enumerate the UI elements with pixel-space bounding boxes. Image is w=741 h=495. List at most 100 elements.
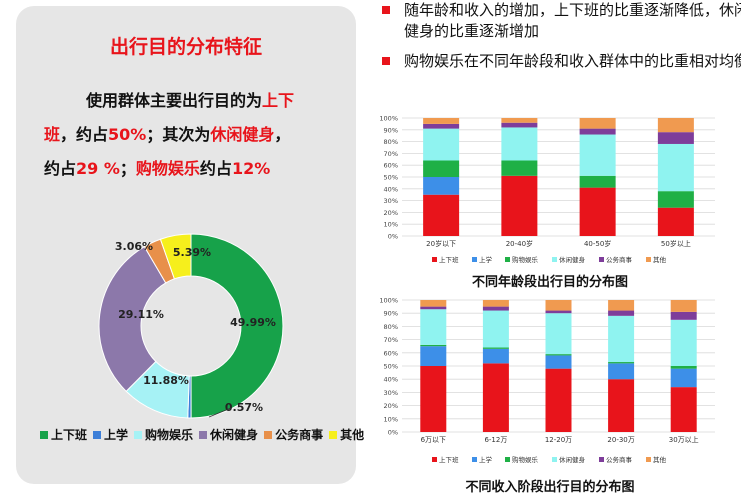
y-tick-label: 30% [384, 197, 398, 205]
y-tick-label: 60% [384, 162, 398, 170]
bar-segment [501, 118, 538, 123]
intro-text: 使用群体主要出行目的为上下 班，约占50%；其次为休闲健身， 约占29 %；购物… [44, 84, 340, 186]
x-tick-label: 12-20万 [545, 436, 572, 444]
legend-swatch [552, 257, 557, 262]
intro-highlight: 上下 [262, 91, 295, 110]
bullet-text: 随年龄和收入的增加，上下班的比重逐渐降低，休闲健身的比重逐渐增加 [404, 1, 741, 40]
donut-slice-label: 11.88% [143, 374, 189, 387]
x-tick-label: 20-40岁 [506, 239, 533, 248]
bar-segment [608, 315, 635, 363]
intro-part: 约占 [199, 159, 232, 178]
legend-label: 购物娱乐 [512, 455, 539, 464]
donut-slice-label: 0.57% [225, 401, 263, 414]
legend-swatch [432, 457, 437, 462]
intro-part: ；其次为 [146, 125, 211, 144]
donut-slice [159, 233, 192, 280]
bar-segment [545, 354, 572, 356]
legend-label: 休闲健身 [559, 255, 586, 264]
intro-part: ； [119, 159, 136, 178]
x-tick-label: 6万以下 [421, 436, 446, 444]
bar-segment [545, 355, 572, 369]
donut-slice-label: 5.39% [173, 246, 211, 259]
donut-legend-item: 休闲健身 [199, 426, 258, 443]
x-tick-label: 6-12万 [484, 436, 507, 444]
donut-legend-item: 购物娱乐 [134, 426, 193, 443]
donut-chart: 49.99% 0.57% 11.88% 29.11% 3.06% 5.39% [98, 233, 284, 419]
legend-swatch [599, 257, 604, 262]
legend-swatch [552, 457, 557, 462]
y-tick-label: 80% [384, 323, 398, 331]
bar-segment [420, 346, 447, 366]
legend-swatch [40, 431, 48, 439]
bar-segment [423, 160, 460, 177]
intro-highlight: 50% [108, 125, 147, 144]
legend-label: 上学 [104, 428, 129, 442]
donut-legend-item: 上下班 [40, 426, 87, 443]
legend-swatch [134, 431, 143, 439]
legend-swatch [505, 257, 510, 262]
y-tick-label: 90% [384, 310, 398, 318]
donut-legend-item: 其他 [329, 426, 364, 443]
bar-segment [657, 207, 694, 236]
bar-segment [545, 313, 572, 355]
bar-segment [657, 132, 694, 144]
legend-swatch [599, 457, 604, 462]
y-tick-label: 80% [384, 138, 398, 146]
bar-segment [420, 366, 447, 432]
bar-segment [657, 191, 694, 208]
legend-label: 上下班 [439, 455, 459, 464]
bar-segment [420, 344, 447, 347]
bullet-item: 购物娱乐在不同年龄段和收入群体中的比重相对均衡 [378, 51, 741, 72]
intro-highlight: 班 [44, 125, 61, 144]
bar-segment [579, 175, 616, 188]
intro-part: ， [274, 125, 291, 144]
legend-label: 休闲健身 [210, 428, 259, 442]
bar-segment [501, 160, 538, 176]
bar-segment [545, 300, 572, 311]
legend-label: 休闲健身 [559, 455, 586, 464]
bar-segment [420, 309, 447, 345]
age-chart-title: 不同年龄段出行目的分布图 [471, 275, 628, 290]
legend-swatch [505, 457, 510, 462]
y-tick-label: 70% [384, 150, 398, 158]
bar-segment [579, 134, 616, 176]
y-tick-label: 20% [384, 402, 398, 410]
legend-swatch [329, 431, 338, 439]
x-tick-label: 40-50岁 [584, 239, 611, 248]
donut-legend-item: 上学 [93, 426, 128, 443]
intro-highlight: 休闲健身 [210, 125, 275, 144]
bar-segment [608, 300, 635, 311]
bar-segment [482, 310, 509, 348]
bar-segment [670, 387, 697, 432]
bar-segment [608, 379, 635, 432]
panel-title: 出行目的分布特征 [109, 36, 262, 58]
legend-label: 公务商事 [275, 428, 324, 442]
legend-label: 上学 [479, 255, 493, 264]
donut-leader-line [208, 407, 232, 418]
bar-segment [423, 194, 460, 236]
bullet-item: 随年龄和收入的增加，上下班的比重逐渐降低，休闲健身的比重逐渐增加 [378, 0, 741, 42]
bar-segment [423, 123, 460, 129]
y-tick-label: 90% [384, 126, 398, 134]
y-tick-label: 10% [384, 415, 398, 423]
y-tick-label: 0% [388, 233, 398, 241]
intro-part: ，约占 [60, 125, 109, 144]
bar-segment [670, 366, 697, 369]
legend-swatch [264, 431, 273, 439]
legend-swatch [646, 257, 651, 262]
donut-slice-label: 49.99% [230, 316, 276, 329]
donut-legend: 上下班 上学 购物娱乐 休闲健身 公务商事 其他 [40, 426, 364, 443]
y-tick-label: 70% [384, 336, 398, 344]
bar-segment [657, 143, 694, 192]
x-tick-label: 50岁以上 [661, 239, 691, 248]
bar-segment [545, 368, 572, 432]
bar-segment [579, 187, 616, 236]
bar-segment [482, 300, 509, 307]
y-tick-label: 10% [384, 221, 398, 229]
donut-slice-label: 29.11% [118, 308, 164, 321]
y-tick-label: 60% [384, 349, 398, 357]
legend-label: 其他 [653, 455, 667, 464]
y-tick-label: 100% [379, 115, 398, 123]
bar-segment [608, 362, 635, 364]
intro-highlight: 购物娱乐 [135, 159, 200, 178]
